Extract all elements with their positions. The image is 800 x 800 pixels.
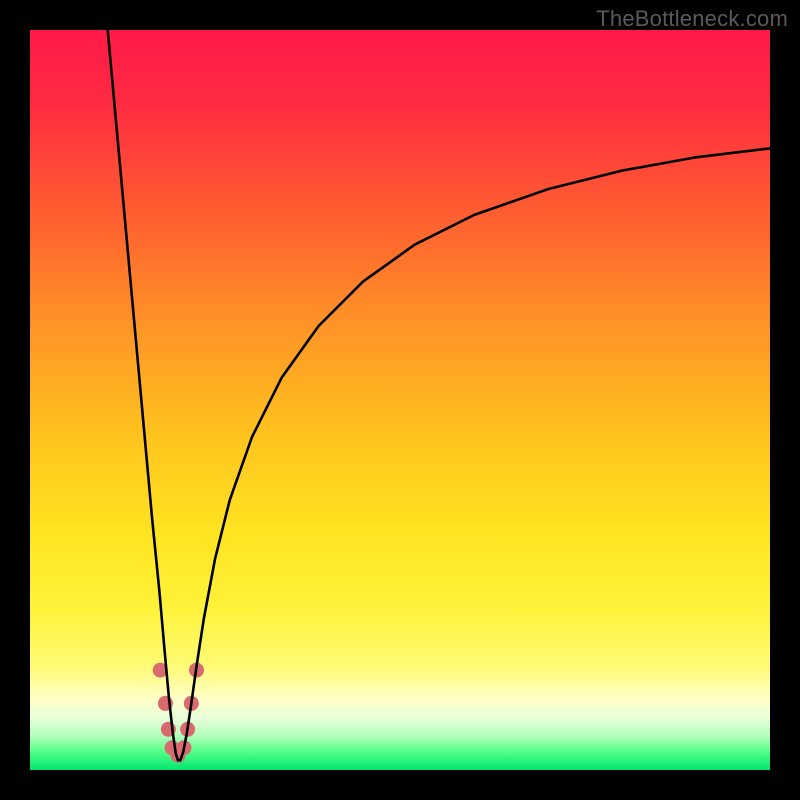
- bottleneck-chart-svg: [0, 0, 800, 800]
- chart-container: TheBottleneck.com: [0, 0, 800, 800]
- watermark-text: TheBottleneck.com: [596, 6, 788, 32]
